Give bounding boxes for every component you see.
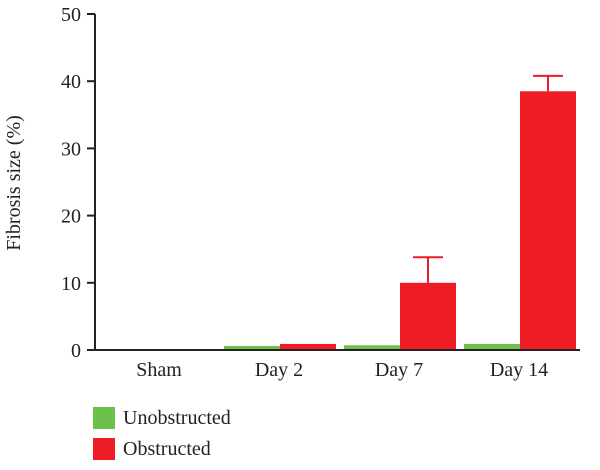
y-tick-label-40: 40 <box>61 71 81 93</box>
legend: Unobstructed Obstructed <box>93 406 231 470</box>
legend-swatch-unobstructed <box>93 407 115 429</box>
y-tick-label-30: 30 <box>61 138 81 160</box>
y-tick-label-20: 20 <box>61 206 81 228</box>
x-tick-label-day-7: Day 7 <box>375 359 423 381</box>
bar-obstructed-day-14 <box>520 91 576 350</box>
y-axis-label: Fibrosis size (%) <box>3 115 25 251</box>
legend-label-obstructed: Obstructed <box>123 437 211 460</box>
y-tick-label-0: 0 <box>71 340 81 362</box>
x-tick-label-day-2: Day 2 <box>255 359 303 381</box>
bar-unobstructed-day-7 <box>344 345 400 350</box>
legend-item-unobstructed: Unobstructed <box>93 406 231 429</box>
bar-unobstructed-day-14 <box>464 343 520 350</box>
bar-chart: 0 10 20 30 40 50 Sham Day 2 Day 7 Day 14 Fibrosis… <box>3 4 580 381</box>
x-tick-label-day-14: Day 14 <box>490 359 548 381</box>
legend-swatch-obstructed <box>93 438 115 460</box>
bar-unobstructed-day-2 <box>224 345 280 350</box>
legend-label-unobstructed: Unobstructed <box>123 406 231 429</box>
y-tick-label-50: 50 <box>61 4 81 26</box>
y-tick-label-10: 10 <box>61 273 81 295</box>
x-tick-label-sham: Sham <box>136 359 182 381</box>
bar-obstructed-day-7 <box>400 282 456 350</box>
legend-item-obstructed: Obstructed <box>93 437 231 460</box>
bar-obstructed-day-2 <box>280 343 336 350</box>
plot-area: 0 10 20 30 40 50 Sham Day 2 Day 7 Day 14 <box>61 4 580 381</box>
